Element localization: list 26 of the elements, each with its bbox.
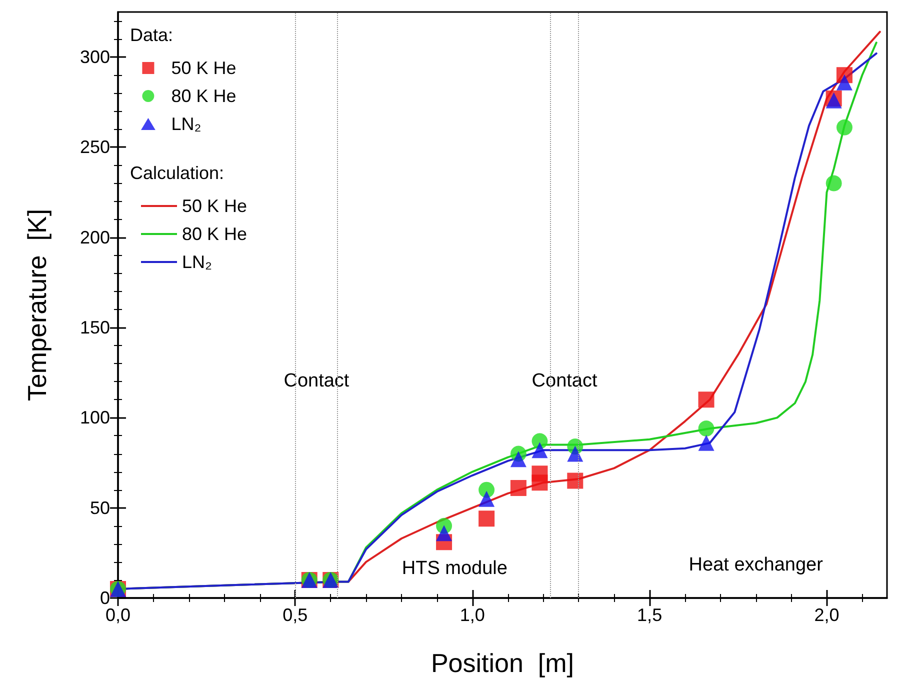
legend-label: 50 K He bbox=[171, 58, 236, 78]
y-tick-label: 50 bbox=[90, 498, 110, 518]
y-tick-label: 150 bbox=[80, 318, 110, 338]
annotation: Calculation: bbox=[130, 163, 224, 183]
legend-label: LN₂ bbox=[171, 114, 202, 134]
annotation: Contact bbox=[284, 370, 350, 392]
y-tick-label: 300 bbox=[80, 47, 110, 68]
y-tick-label: 250 bbox=[80, 137, 110, 158]
legend-label: 80 K He bbox=[171, 86, 236, 106]
y-tick-label: 0 bbox=[100, 588, 110, 608]
x-tick-label: 2,0 bbox=[814, 605, 840, 625]
y-axis-title: Temperature [K] bbox=[22, 208, 52, 402]
legend-label: LN₂ bbox=[182, 252, 212, 272]
x-tick-label: 0,0 bbox=[105, 605, 131, 625]
x-tick-label: 0,5 bbox=[282, 605, 308, 625]
annotation: Heat exchanger bbox=[688, 554, 824, 576]
annotation: HTS module bbox=[402, 558, 508, 580]
annotation: Contact bbox=[532, 370, 598, 392]
x-tick-label: 1,5 bbox=[637, 605, 662, 625]
x-axis-title: Position [m] bbox=[430, 648, 574, 678]
legend-label: 50 K He bbox=[182, 196, 248, 216]
annotation: Data: bbox=[130, 25, 174, 45]
y-tick-label: 100 bbox=[80, 408, 110, 428]
legend-label: 80 K He bbox=[182, 224, 248, 244]
x-tick-label: 1,0 bbox=[460, 605, 485, 625]
y-tick-label: 200 bbox=[80, 227, 110, 248]
